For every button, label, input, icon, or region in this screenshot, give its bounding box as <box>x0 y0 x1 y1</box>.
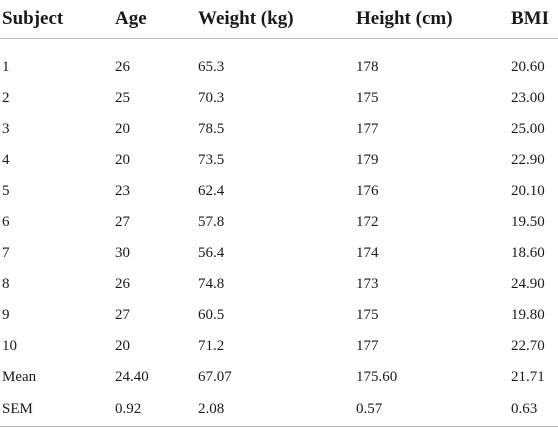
cell-subject: 3 <box>2 121 10 137</box>
cell-subject: 9 <box>2 307 10 323</box>
cell-weight: 57.8 <box>198 214 225 230</box>
cell-age: 30 <box>115 245 130 261</box>
cell-subject: 7 <box>2 245 10 261</box>
cell-weight: 73.5 <box>198 152 225 168</box>
table-header: Subject Age Weight (kg) Height (cm) BMI <box>0 0 558 39</box>
cell-subject: Mean <box>2 369 37 385</box>
cell-subject: SEM <box>0 393 113 427</box>
cell-age: 20 <box>115 338 130 354</box>
table-row: 3 20 78.5 177 25.00 <box>0 114 558 145</box>
header-age: Age <box>113 0 196 39</box>
table-row: 10 20 71.2 177 22.70 <box>0 331 558 362</box>
cell-age: 20 <box>115 121 130 137</box>
cell-subject: 2 <box>2 90 10 106</box>
cell-weight: 70.3 <box>198 90 225 106</box>
cell-age: 20 <box>115 152 130 168</box>
header-height: Height (cm) <box>354 0 509 39</box>
cell-bmi: 23.00 <box>511 90 545 106</box>
cell-subject: 6 <box>2 214 10 230</box>
cell-age: 25 <box>115 90 130 106</box>
cell-height: 0.57 <box>354 393 509 427</box>
table-row: 6 27 57.8 172 19.50 <box>0 207 558 238</box>
cell-weight: 65.3 <box>198 59 225 75</box>
cell-age: 26 <box>115 59 130 75</box>
cell-age: 23 <box>115 183 130 199</box>
cell-height: 176 <box>356 183 379 199</box>
table-body: 1 26 65.3 178 20.60 2 25 70.3 175 23.00 3 20 78.5 177… <box>0 39 558 427</box>
cell-weight: 74.8 <box>198 276 225 292</box>
cell-bmi: 19.50 <box>511 214 545 230</box>
table-row: 8 26 74.8 173 24.90 <box>0 269 558 300</box>
cell-height: 178 <box>356 59 379 75</box>
cell-weight: 71.2 <box>198 338 225 354</box>
header-row: Subject Age Weight (kg) Height (cm) BMI <box>0 0 558 39</box>
table-row: Mean 24.40 67.07 175.60 21.71 <box>0 362 558 393</box>
cell-subject: 5 <box>2 183 10 199</box>
cell-weight: 56.4 <box>198 245 225 261</box>
cell-age: 27 <box>115 307 130 323</box>
table-row: 1 26 65.3 178 20.60 <box>0 39 558 84</box>
cell-height: 177 <box>356 338 379 354</box>
cell-bmi: 22.90 <box>511 152 545 168</box>
cell-weight: 2.08 <box>196 393 354 427</box>
header-bmi: BMI <box>509 0 558 39</box>
cell-height: 173 <box>356 276 379 292</box>
header-weight: Weight (kg) <box>196 0 354 39</box>
cell-bmi: 18.60 <box>511 245 545 261</box>
table-row: 2 25 70.3 175 23.00 <box>0 83 558 114</box>
cell-bmi: 25.00 <box>511 121 545 137</box>
cell-bmi: 0.63 <box>509 393 558 427</box>
cell-weight: 60.5 <box>198 307 225 323</box>
cell-height: 172 <box>356 214 379 230</box>
table-row: 9 27 60.5 175 19.80 <box>0 300 558 331</box>
table-row: 7 30 56.4 174 18.60 <box>0 238 558 269</box>
cell-age: 26 <box>115 276 130 292</box>
cell-weight: 62.4 <box>198 183 225 199</box>
cell-height: 174 <box>356 245 379 261</box>
cell-subject: 4 <box>2 152 10 168</box>
cell-height: 179 <box>356 152 379 168</box>
cell-subject: 10 <box>2 338 17 354</box>
cell-height: 175.60 <box>356 369 398 385</box>
cell-bmi: 20.10 <box>511 183 545 199</box>
cell-age: 24.40 <box>115 369 149 385</box>
cell-age: 0.92 <box>113 393 196 427</box>
cell-bmi: 24.90 <box>511 276 545 292</box>
cell-height: 175 <box>356 90 379 106</box>
cell-bmi: 22.70 <box>511 338 545 354</box>
table-row: SEM 0.92 2.08 0.57 0.63 <box>0 393 558 427</box>
cell-height: 175 <box>356 307 379 323</box>
cell-subject: 1 <box>2 59 10 75</box>
cell-weight: 78.5 <box>198 121 225 137</box>
cell-height: 177 <box>356 121 379 137</box>
cell-bmi: 19.80 <box>511 307 545 323</box>
cell-weight: 67.07 <box>198 369 232 385</box>
cell-subject: 8 <box>2 276 10 292</box>
cell-bmi: 20.60 <box>511 59 545 75</box>
cell-bmi: 21.71 <box>511 369 545 385</box>
header-subject: Subject <box>0 0 113 39</box>
cell-age: 27 <box>115 214 130 230</box>
table-row: 5 23 62.4 176 20.10 <box>0 176 558 207</box>
table-row: 4 20 73.5 179 22.90 <box>0 145 558 176</box>
